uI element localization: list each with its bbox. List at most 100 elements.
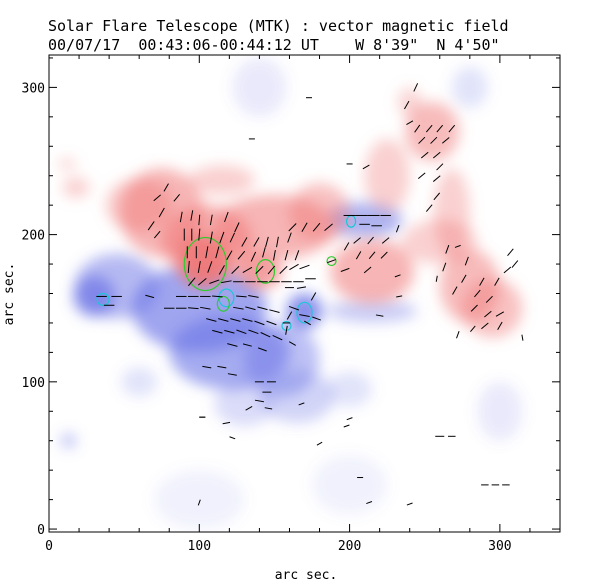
field-vector — [484, 310, 492, 318]
field-vector — [147, 221, 155, 231]
field-vector — [254, 320, 265, 326]
field-vector — [406, 120, 414, 126]
field-vector — [224, 329, 235, 334]
neutral-line-contour — [216, 295, 230, 312]
field-vector — [267, 265, 276, 275]
field-vector — [425, 124, 433, 133]
field-vector — [436, 163, 444, 171]
field-vector — [433, 192, 441, 201]
field-vector — [288, 305, 300, 311]
field-vector — [312, 316, 321, 321]
positive-polarity-patch — [405, 102, 460, 161]
field-vector — [474, 289, 481, 298]
obs-time-range: 00:43:06-00:44:12 UT — [138, 36, 319, 54]
field-vector — [226, 250, 233, 261]
field-vector — [404, 100, 410, 110]
obs-date: 00/07/17 — [48, 36, 121, 54]
field-vector — [394, 274, 401, 278]
negative-polarity-patch — [312, 455, 388, 515]
field-vector — [209, 214, 213, 226]
x-tick-label: 300 — [488, 539, 511, 554]
field-vector — [456, 331, 460, 339]
field-vector — [253, 237, 260, 247]
field-vector — [511, 260, 519, 268]
field-vector — [346, 417, 353, 421]
contour-layer — [96, 214, 357, 331]
field-vector — [366, 501, 373, 505]
field-vector — [413, 83, 419, 92]
field-vector — [262, 247, 266, 258]
field-vector — [242, 266, 253, 274]
y-tick-label: 0 — [37, 523, 45, 538]
field-vector — [260, 332, 271, 338]
field-vector — [285, 325, 288, 335]
field-vector — [442, 262, 447, 272]
field-vector — [221, 280, 232, 284]
field-vector — [145, 294, 155, 299]
negative-polarity-patch — [214, 381, 275, 426]
field-vector — [521, 334, 524, 341]
field-vector — [187, 260, 190, 274]
negative-polarity-patch — [61, 433, 77, 449]
negative-polarity-layer — [61, 57, 523, 530]
field-vector — [503, 266, 512, 274]
field-vector — [304, 320, 312, 326]
field-vector — [430, 136, 438, 144]
field-vector — [301, 222, 308, 233]
x-tick-label: 100 — [188, 539, 211, 554]
field-vector — [209, 279, 220, 284]
negative-polarity-patch — [154, 470, 245, 530]
field-vector — [188, 277, 196, 287]
field-vector — [362, 164, 370, 170]
field-vector — [212, 329, 223, 334]
field-vector — [445, 244, 450, 254]
field-vector — [197, 277, 207, 286]
negative-polarity-patch — [259, 370, 335, 424]
field-vector — [207, 261, 213, 273]
field-vector — [414, 124, 421, 133]
field-contour — [96, 292, 110, 306]
field-vector — [298, 402, 305, 406]
field-vector — [255, 265, 264, 275]
positive-polarity-patch — [188, 165, 255, 195]
positive-polarity-patch — [364, 138, 410, 213]
field-vector — [264, 407, 273, 410]
positive-polarity-layer — [58, 87, 523, 338]
field-vector — [286, 311, 293, 320]
obs-longitude: W 8'39" — [355, 36, 419, 54]
field-vector — [197, 260, 201, 274]
field-vector — [215, 246, 220, 259]
field-vector — [479, 277, 485, 286]
field-vector — [287, 232, 292, 243]
field-vector — [229, 232, 236, 243]
field-vector — [481, 322, 489, 330]
field-vector — [288, 341, 296, 346]
field-vector — [248, 295, 259, 298]
negative-polarity-patch — [121, 367, 158, 397]
field-vector — [420, 151, 429, 159]
field-vector — [368, 251, 376, 259]
positive-polarity-patch — [397, 87, 422, 117]
field-vector — [343, 424, 350, 428]
field-vector — [273, 249, 276, 261]
field-vector — [327, 259, 336, 264]
field-vector — [212, 295, 223, 298]
field-vector — [224, 211, 229, 223]
field-vector — [299, 314, 310, 317]
field-vector — [507, 248, 514, 257]
field-vector — [236, 295, 247, 298]
field-vector — [218, 265, 225, 275]
field-vector — [190, 210, 194, 221]
field-vector — [209, 231, 213, 244]
field-vector — [312, 222, 321, 232]
field-vector — [284, 250, 289, 261]
field-vector — [299, 264, 310, 270]
x-axis-label: arc sec. — [275, 568, 338, 583]
field-vector — [227, 343, 238, 347]
field-vector — [265, 236, 269, 248]
field-vector — [288, 223, 297, 232]
y-tick-label: 100 — [22, 376, 45, 391]
field-contour — [218, 288, 235, 308]
field-vector — [153, 230, 161, 239]
field-vector — [375, 314, 384, 317]
